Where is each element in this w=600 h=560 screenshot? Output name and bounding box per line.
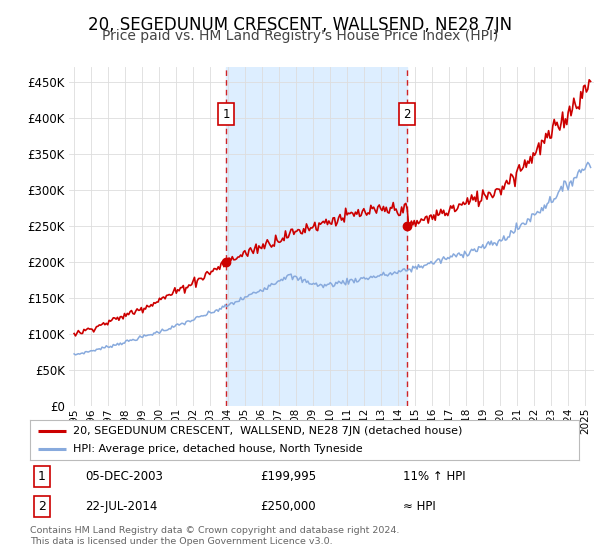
Text: 05-DEC-2003: 05-DEC-2003 [85, 470, 163, 483]
Text: £250,000: £250,000 [260, 500, 316, 513]
Text: 1: 1 [38, 470, 46, 483]
Text: £199,995: £199,995 [260, 470, 317, 483]
Text: 11% ↑ HPI: 11% ↑ HPI [403, 470, 466, 483]
Text: HPI: Average price, detached house, North Tyneside: HPI: Average price, detached house, Nort… [73, 445, 362, 454]
Text: ≈ HPI: ≈ HPI [403, 500, 436, 513]
Text: 20, SEGEDUNUM CRESCENT, WALLSEND, NE28 7JN: 20, SEGEDUNUM CRESCENT, WALLSEND, NE28 7… [88, 16, 512, 34]
Text: 2: 2 [404, 108, 411, 120]
Text: 20, SEGEDUNUM CRESCENT,  WALLSEND, NE28 7JN (detached house): 20, SEGEDUNUM CRESCENT, WALLSEND, NE28 7… [73, 426, 462, 436]
Text: Price paid vs. HM Land Registry's House Price Index (HPI): Price paid vs. HM Land Registry's House … [102, 29, 498, 43]
Text: 1: 1 [223, 108, 230, 120]
Text: 2: 2 [38, 500, 46, 513]
Text: 22-JUL-2014: 22-JUL-2014 [85, 500, 157, 513]
Text: Contains HM Land Registry data © Crown copyright and database right 2024.
This d: Contains HM Land Registry data © Crown c… [30, 526, 400, 546]
Bar [226, 67, 407, 406]
